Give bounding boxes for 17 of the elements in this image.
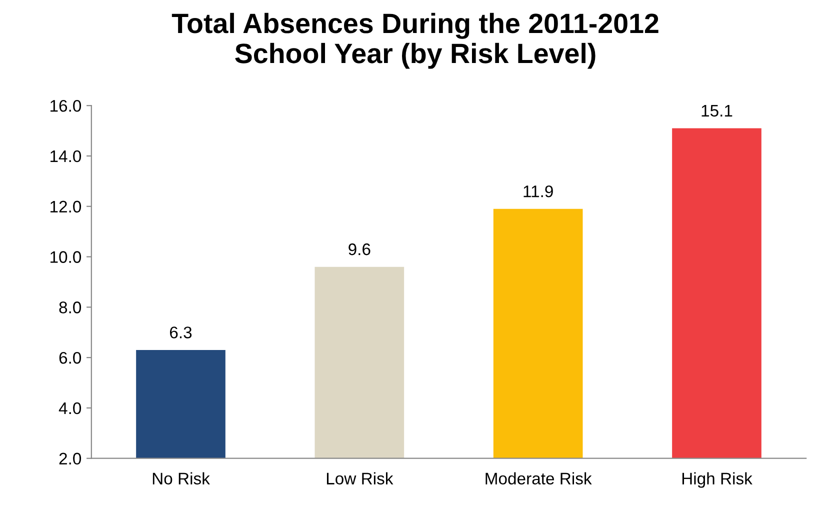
data-label: 6.3 xyxy=(170,326,192,338)
y-tick-label: 14.0 xyxy=(50,150,82,162)
x-tick-label: Moderate Risk xyxy=(486,472,592,484)
chart-title: Total Absences During the 2011-2012 School Year (by Risk Level) xyxy=(172,12,658,69)
data-label: 11.9 xyxy=(524,185,553,198)
x-tick-label: High Risk xyxy=(682,472,752,488)
data-label: 9.6 xyxy=(348,243,370,256)
y-tick-label: 8.0 xyxy=(59,302,82,314)
y-tick-label: 2.0 xyxy=(59,452,82,465)
x-tick-label: No Risk xyxy=(152,472,210,484)
y-tick-label: 6.0 xyxy=(59,352,82,364)
y-tick-label: 10.0 xyxy=(50,251,82,263)
x-tick-label: Low Risk xyxy=(326,472,394,484)
y-tick-label: 4.0 xyxy=(58,402,82,414)
data-label: 15.1 xyxy=(702,104,732,117)
y-tick-label: 12.0 xyxy=(50,200,82,213)
y-tick-label: 16.0 xyxy=(50,100,82,112)
